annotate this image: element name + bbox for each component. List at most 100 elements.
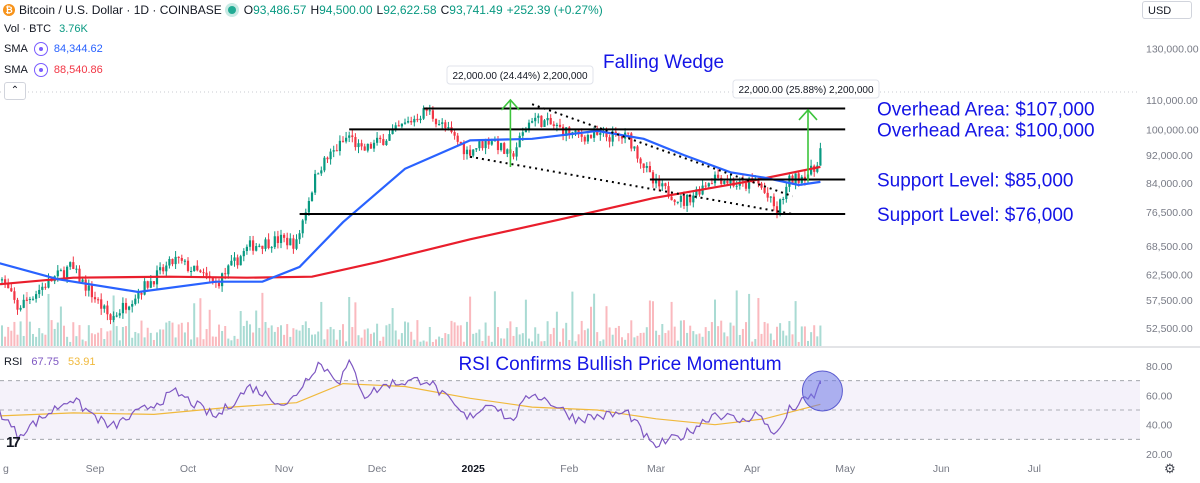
- volume-bar: [497, 327, 499, 346]
- y-tick-label: 84,000.00: [1146, 178, 1193, 190]
- volume-bar: [630, 320, 633, 346]
- candle-body: [717, 174, 720, 178]
- candle-body: [397, 125, 400, 127]
- volume-bar: [379, 340, 382, 346]
- candle-body: [292, 238, 295, 249]
- volume-bar: [571, 291, 574, 346]
- candle-body: [310, 192, 314, 201]
- candle-body: [295, 239, 298, 249]
- volume-bar: [785, 335, 788, 346]
- candle-body: [180, 257, 183, 261]
- candle-body: [611, 131, 614, 142]
- candle-body: [186, 260, 190, 272]
- rsi-annotation: RSI Confirms Bullish Price Momentum: [458, 354, 781, 375]
- sma-legend-fast[interactable]: SMA 84,344.62: [4, 42, 103, 56]
- volume-bar: [469, 296, 472, 346]
- volume-bar: [156, 332, 158, 346]
- y-tick-label: 100,000.00: [1146, 124, 1199, 136]
- volume-bar: [444, 333, 447, 346]
- candle-body: [403, 122, 407, 124]
- volume-bar: [180, 322, 183, 346]
- volume-bar: [264, 322, 267, 346]
- candle-body: [183, 260, 186, 262]
- candle-body: [264, 239, 267, 249]
- gear-icon[interactable]: ⚙: [1164, 461, 1176, 476]
- candle-body: [100, 299, 103, 309]
- sma-fast-value: 84,344.62: [53, 43, 103, 55]
- rsi-legend[interactable]: RSI 67.75 53.91: [4, 356, 96, 368]
- x-tick-label: Oct: [180, 463, 196, 475]
- volume-bar: [81, 339, 84, 346]
- candle-body: [317, 173, 320, 175]
- volume-bar: [97, 332, 100, 346]
- candle-body: [0, 279, 4, 281]
- volume-legend[interactable]: Vol · BTC 3.76K: [4, 23, 88, 35]
- candle-body: [66, 266, 69, 278]
- volume-bar: [810, 332, 813, 346]
- candle-body: [410, 121, 413, 123]
- candle-body: [146, 281, 149, 288]
- candle-body: [481, 141, 484, 149]
- visibility-icon[interactable]: [33, 42, 48, 56]
- volume-bar: [413, 339, 416, 346]
- volume-bar: [500, 338, 503, 346]
- candle-body: [775, 206, 779, 214]
- volume-bar: [143, 337, 146, 346]
- symbol-title[interactable]: Bitcoin / U.S. Dollar · 1D · COINBASE: [19, 3, 222, 17]
- candle-body: [729, 180, 732, 184]
- candle-body: [239, 256, 242, 266]
- volume-bar: [543, 341, 546, 346]
- volume-bar: [732, 325, 735, 346]
- volume-bar: [776, 326, 778, 346]
- volume-bar: [25, 292, 28, 346]
- tradingview-logo-icon: 17: [6, 434, 21, 451]
- volume-bar: [639, 332, 642, 346]
- candle-body: [465, 149, 469, 155]
- chevron-up-icon[interactable]: ⌃: [4, 82, 26, 100]
- candle-body: [676, 201, 679, 203]
- volume-bar: [800, 326, 803, 346]
- volume-bar: [270, 325, 273, 346]
- candle-body: [267, 239, 270, 249]
- volume-bar: [717, 326, 720, 346]
- candles-group: [0, 104, 822, 325]
- candle-body: [797, 173, 800, 183]
- candle-body: [726, 180, 729, 184]
- candle-body: [379, 137, 382, 140]
- volume-bar: [574, 341, 577, 346]
- candle-body: [217, 282, 221, 287]
- candle-body: [369, 143, 372, 149]
- volume-bar: [4, 336, 7, 346]
- volume-bar: [214, 336, 217, 346]
- volume-bar: [149, 332, 152, 346]
- candle-body: [447, 127, 450, 129]
- volume-bar: [50, 320, 53, 346]
- volume-bar: [106, 331, 109, 346]
- volume-bar: [35, 336, 38, 346]
- rsi-tick-label: 80.00: [1146, 361, 1172, 373]
- sma-legend-slow[interactable]: SMA 88,540.86: [4, 63, 103, 77]
- volume-bar: [568, 339, 571, 346]
- volume-bar: [555, 311, 558, 346]
- y-tick-label: 52,500.00: [1146, 323, 1193, 335]
- volume-bar: [273, 331, 276, 346]
- candle-body: [360, 143, 363, 147]
- currency-button[interactable]: USD: [1142, 1, 1192, 19]
- candle-body: [193, 265, 196, 271]
- candle-body: [162, 267, 165, 272]
- candle-body: [428, 110, 431, 112]
- volume-bar: [410, 331, 413, 346]
- volume-bar: [304, 321, 307, 346]
- visibility-icon[interactable]: [33, 63, 48, 77]
- candle-body: [341, 140, 345, 142]
- volume-bar: [593, 293, 596, 346]
- candle-body: [735, 185, 738, 187]
- volume-bar: [63, 325, 65, 346]
- volume-bar: [679, 320, 682, 346]
- volume-bar: [72, 322, 75, 346]
- candle-body: [233, 257, 236, 261]
- volume-bar: [19, 321, 22, 346]
- candle-body: [779, 199, 782, 214]
